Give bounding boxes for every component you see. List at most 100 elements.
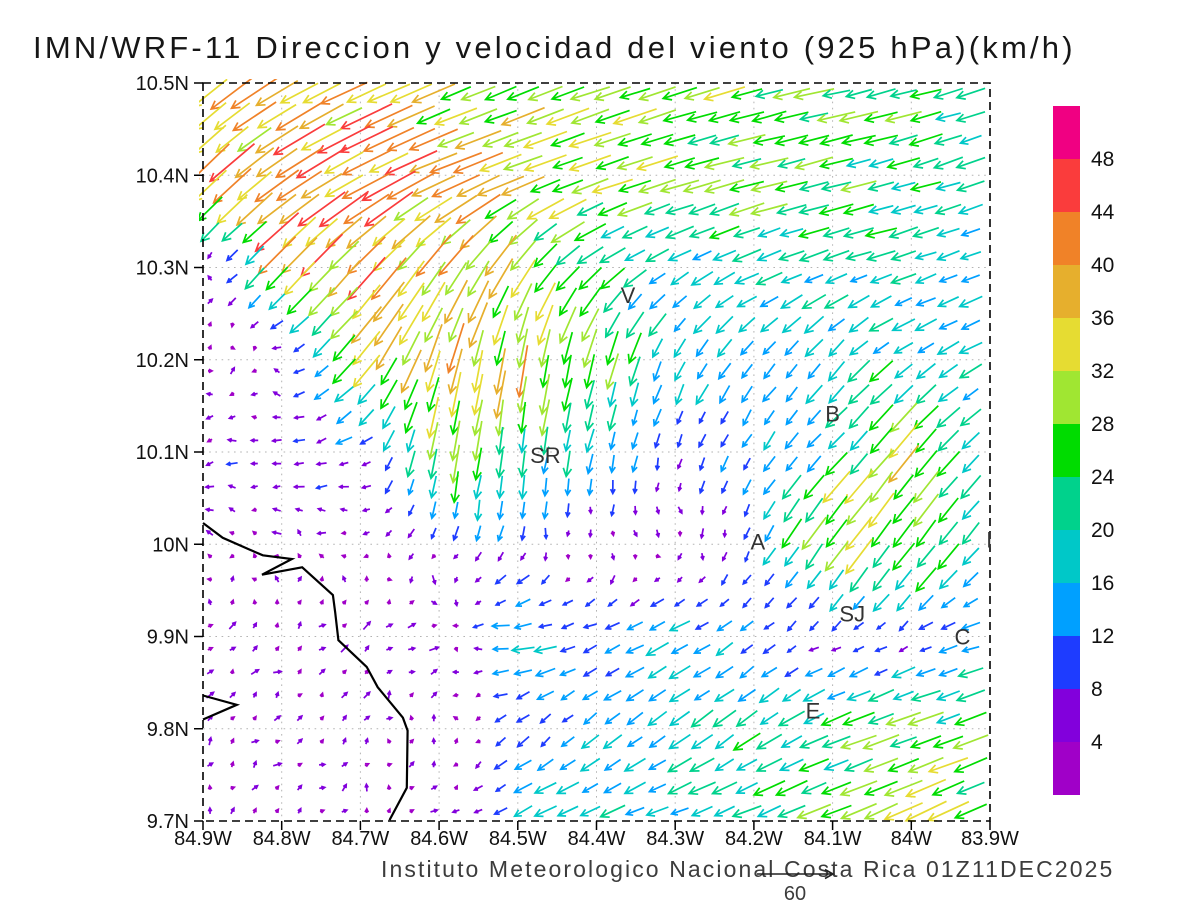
wind-arrow <box>914 251 937 261</box>
wind-arrow <box>659 179 700 194</box>
wind-arrow <box>692 666 711 678</box>
wind-arrow <box>318 646 327 652</box>
wind-arrow <box>364 782 370 792</box>
colorbar-tick-label: 16 <box>1091 572 1114 595</box>
wind-arrow <box>721 480 729 495</box>
wind-arrow <box>713 688 735 702</box>
wind-arrow <box>670 271 690 286</box>
wind-arrow <box>685 111 718 123</box>
wind-arrow <box>808 596 820 610</box>
wind-arrow <box>668 733 691 750</box>
wind-arrow <box>696 363 708 380</box>
wind-arrow <box>382 406 396 430</box>
wind-arrow <box>494 783 507 793</box>
wind-arrow <box>582 644 598 654</box>
wind-arrow <box>342 193 390 225</box>
colorbar-segment <box>1053 742 1080 795</box>
wind-arrow <box>687 134 717 146</box>
wind-arrow <box>938 274 958 284</box>
wind-arrow <box>550 86 585 101</box>
wind-arrow <box>940 621 956 630</box>
wind-arrow <box>568 154 612 172</box>
wind-arrow <box>490 622 510 630</box>
wind-arrow <box>777 250 805 262</box>
wind-arrow <box>915 362 936 380</box>
wind-arrow <box>839 802 877 820</box>
wind-arrow <box>252 345 258 352</box>
wind-arrow <box>319 691 324 698</box>
wind-arrow <box>297 599 302 605</box>
wind-arrow <box>643 203 671 216</box>
wind-arrow <box>764 597 775 609</box>
wind-arrow <box>493 807 508 816</box>
wind-arrow <box>663 157 696 170</box>
wind-arrow <box>570 177 609 195</box>
wind-arrow <box>762 341 777 356</box>
wind-arrow <box>579 286 602 318</box>
wind-arrow <box>548 198 587 220</box>
wind-arrow <box>225 273 238 284</box>
wind-arrow <box>584 428 595 454</box>
wind-arrow <box>250 391 258 397</box>
wind-arrow <box>932 87 963 100</box>
wind-arrow <box>561 599 574 606</box>
wind-arrow <box>274 598 280 605</box>
wind-arrow <box>407 528 415 539</box>
wind-arrow <box>884 110 922 124</box>
wind-arrow <box>408 646 417 652</box>
wind-arrow <box>847 384 870 405</box>
wind-arrow <box>604 621 620 630</box>
wind-arrow <box>912 157 939 169</box>
wind-arrow <box>452 762 459 767</box>
wind-arrow <box>427 448 438 481</box>
wind-arrow <box>935 181 961 192</box>
wind-arrow <box>579 757 601 772</box>
wind-arrow <box>914 450 938 478</box>
x-tick-label: 84.7W <box>331 828 389 850</box>
wind-arrow <box>917 342 935 354</box>
wind-arrow <box>959 250 982 261</box>
wind-arrow <box>841 711 875 727</box>
wind-arrow <box>703 156 745 171</box>
wind-arrow <box>629 382 640 408</box>
wind-arrow <box>669 807 689 816</box>
wind-arrow <box>472 784 483 791</box>
wind-arrow <box>713 271 736 286</box>
wind-arrow <box>829 593 844 613</box>
wind-arrow <box>630 432 639 451</box>
wind-arrow <box>824 541 849 572</box>
wind-arrow <box>935 690 961 702</box>
wind-arrow <box>648 313 667 338</box>
wind-arrow <box>252 691 257 698</box>
wind-arrow <box>737 688 756 702</box>
wind-arrow <box>444 279 469 325</box>
wind-arrow <box>428 475 438 500</box>
wind-arrow <box>594 109 630 125</box>
wind-arrow <box>958 295 983 308</box>
wind-arrow <box>960 621 981 631</box>
wind-arrow <box>796 803 832 820</box>
wind-arrow <box>206 438 213 443</box>
wind-arrow <box>698 433 707 449</box>
wind-arrow <box>411 83 456 104</box>
wind-arrow <box>684 157 720 170</box>
wind-arrow <box>247 294 262 310</box>
wind-arrow <box>506 198 540 220</box>
wind-arrow <box>297 807 302 814</box>
wind-arrow <box>493 348 507 396</box>
wind-arrow <box>373 303 404 347</box>
station-label-c: C <box>955 625 971 650</box>
wind-arrow <box>802 712 825 725</box>
wind-arrow <box>955 87 986 100</box>
wind-arrow <box>229 553 235 559</box>
wind-arrow <box>386 598 392 605</box>
wind-arrow <box>631 409 639 427</box>
wind-arrow <box>207 251 213 260</box>
wind-arrow <box>549 132 585 148</box>
wind-arrow <box>386 646 394 652</box>
wind-arrow <box>608 454 616 475</box>
reference-vector <box>757 868 835 880</box>
wind-arrow <box>252 759 258 768</box>
